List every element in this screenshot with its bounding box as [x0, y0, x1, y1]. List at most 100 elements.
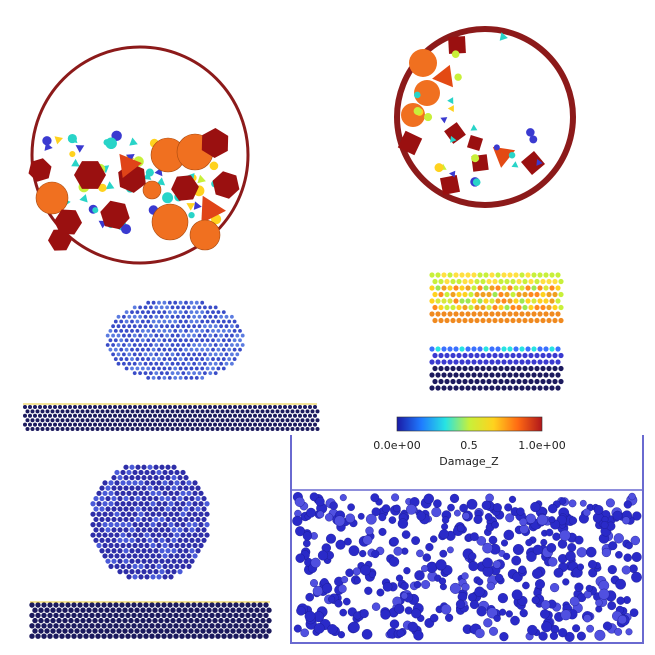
- slab-top-particle: [429, 272, 435, 278]
- disc-particle: [144, 469, 150, 476]
- slab-particle: [173, 602, 179, 608]
- box-particle: [585, 584, 593, 592]
- small-particle: [209, 161, 219, 171]
- slab-top-particle: [522, 278, 528, 285]
- box-particle: [321, 583, 333, 594]
- disc-particle: [99, 548, 105, 554]
- slab-particle: [30, 409, 35, 414]
- slab-particle: [185, 612, 191, 619]
- disc-particle: [108, 501, 114, 507]
- slab-particle: [315, 418, 320, 423]
- slab-particle: [128, 628, 134, 634]
- slab-top-particle: [489, 311, 495, 317]
- ellipse-particle: [194, 338, 199, 343]
- slab-top-particle: [507, 298, 513, 304]
- disc-particle: [129, 485, 135, 491]
- slab-particle: [168, 405, 172, 409]
- box-particle: [310, 557, 321, 568]
- small-particle: [447, 97, 454, 105]
- box-particle: [338, 584, 347, 594]
- slab-particle: [50, 628, 56, 634]
- slab-particle: [104, 607, 110, 613]
- box-particle: [545, 528, 554, 537]
- disc-particle: [114, 542, 120, 549]
- box-particle: [468, 552, 477, 561]
- slab-particle: [58, 422, 62, 427]
- slab-particle: [71, 602, 77, 608]
- slab-bottom-particle: [429, 385, 435, 391]
- slab-particle: [213, 405, 217, 409]
- disc-particle: [189, 506, 195, 512]
- slab-particle: [88, 413, 92, 418]
- disc-particle: [171, 464, 177, 470]
- box-particle: [397, 518, 409, 529]
- box-particle: [296, 605, 306, 616]
- disc-particle: [132, 574, 138, 580]
- slab-particle: [30, 427, 35, 431]
- disc-particle: [102, 480, 108, 486]
- disc-particle: [141, 495, 147, 502]
- disc-particle: [156, 480, 162, 486]
- disc-particle: [96, 522, 102, 528]
- disc-particle: [174, 532, 180, 538]
- slab-top-particle: [516, 317, 522, 324]
- box-particle: [548, 516, 556, 524]
- slab-top-particle: [450, 278, 456, 285]
- slab-particle: [263, 405, 267, 409]
- slab-particle: [40, 418, 45, 423]
- box-particle: [510, 615, 520, 626]
- slab-particle: [218, 422, 222, 427]
- disc-particle: [153, 485, 159, 491]
- disc-particle: [96, 542, 102, 549]
- box-particle: [631, 571, 642, 583]
- slab-particle: [205, 427, 210, 431]
- slab-bottom-particle: [471, 385, 477, 391]
- disc-particle: [120, 553, 126, 559]
- slab-particle: [245, 612, 251, 619]
- ellipse-particle: [159, 314, 164, 319]
- slab-particle: [266, 607, 272, 613]
- slab-particle: [205, 409, 210, 414]
- small-particle: [440, 117, 448, 124]
- box-particle: [406, 504, 417, 515]
- slab-particle: [161, 612, 167, 619]
- slab-particle: [23, 405, 27, 409]
- disc-particle: [153, 464, 159, 470]
- slab-particle: [300, 427, 305, 431]
- drum-right-panel: [385, 25, 585, 215]
- ellipse-particle: [189, 319, 194, 324]
- disc-particle: [174, 511, 180, 517]
- small-particle: [434, 163, 444, 173]
- ellipse-particle: [211, 357, 215, 361]
- slab-top-particle: [498, 317, 504, 324]
- slab-particle: [40, 409, 45, 414]
- disc-particle: [162, 574, 168, 580]
- slab-particle: [95, 409, 100, 414]
- ellipse-particle: [224, 343, 229, 347]
- disc-particle: [189, 495, 195, 502]
- slab-particle: [53, 413, 57, 418]
- box-particle: [565, 550, 576, 562]
- slab-particle: [38, 422, 42, 427]
- slab-particle: [209, 623, 215, 629]
- box-particle: [616, 596, 625, 605]
- slab-particle: [155, 602, 161, 608]
- slab-particle: [50, 607, 56, 613]
- disc-particle: [123, 537, 129, 543]
- slab-particle: [193, 422, 197, 427]
- box-particle: [559, 497, 567, 505]
- slab-particle: [83, 405, 87, 409]
- box-particle: [453, 509, 461, 517]
- slab-particle: [164, 628, 170, 634]
- slab-top-particle: [501, 285, 507, 291]
- box-particle: [474, 586, 485, 597]
- box-particle: [362, 535, 373, 546]
- disc-particle: [162, 563, 168, 569]
- disc-particle: [102, 511, 108, 517]
- slab-top-particle: [489, 272, 495, 278]
- slab-particle: [93, 413, 97, 418]
- slab-top-particle: [555, 311, 561, 317]
- disc-particle: [162, 501, 168, 507]
- ellipse-particle: [203, 361, 207, 366]
- slab-particle: [88, 405, 92, 409]
